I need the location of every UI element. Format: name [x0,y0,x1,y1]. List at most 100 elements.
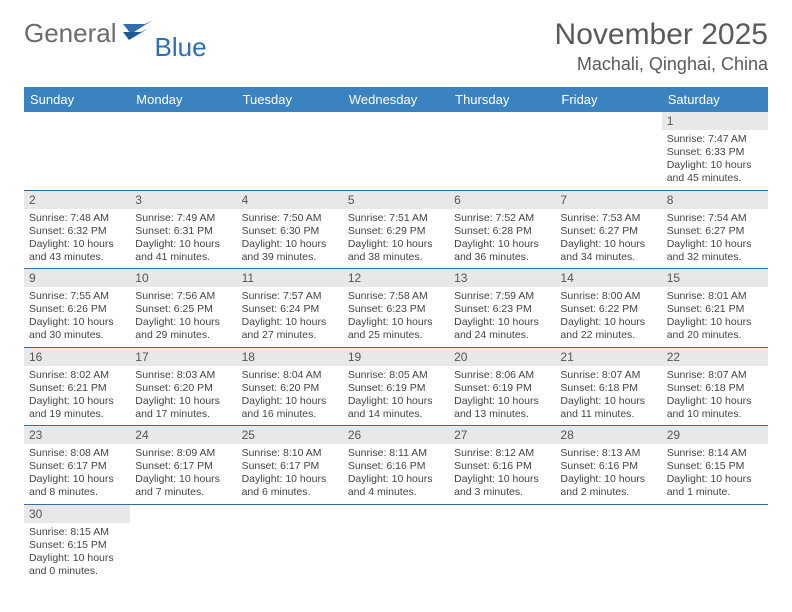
sunrise-text: Sunrise: 7:49 AM [135,212,231,225]
calendar-cell: 26Sunrise: 8:11 AMSunset: 6:16 PMDayligh… [343,426,449,505]
sunset-text: Sunset: 6:30 PM [242,225,338,238]
daylight-text: Daylight: 10 hours and 0 minutes. [29,552,125,578]
calendar-cell: 3Sunrise: 7:49 AMSunset: 6:31 PMDaylight… [130,190,236,269]
day-details: Sunrise: 8:08 AMSunset: 6:17 PMDaylight:… [24,444,130,504]
sunset-text: Sunset: 6:27 PM [560,225,656,238]
calendar-week-row: 30Sunrise: 8:15 AMSunset: 6:15 PMDayligh… [24,504,768,582]
sunset-text: Sunset: 6:27 PM [667,225,763,238]
brand-logo: General Blue [24,18,209,49]
day-details: Sunrise: 7:57 AMSunset: 6:24 PMDaylight:… [237,287,343,347]
day-details: Sunrise: 8:04 AMSunset: 6:20 PMDaylight:… [237,366,343,426]
sunset-text: Sunset: 6:20 PM [135,382,231,395]
day-details: Sunrise: 8:12 AMSunset: 6:16 PMDaylight:… [449,444,555,504]
sunrise-text: Sunrise: 8:09 AM [135,447,231,460]
sunrise-text: Sunrise: 8:04 AM [242,369,338,382]
sunset-text: Sunset: 6:21 PM [29,382,125,395]
daylight-text: Daylight: 10 hours and 16 minutes. [242,395,338,421]
sunrise-text: Sunrise: 7:59 AM [454,290,550,303]
day-number: 12 [343,269,449,287]
day-number: 29 [662,426,768,444]
sunset-text: Sunset: 6:17 PM [242,460,338,473]
calendar-cell: .. [130,112,236,190]
day-number: 26 [343,426,449,444]
sunset-text: Sunset: 6:17 PM [135,460,231,473]
sunset-text: Sunset: 6:26 PM [29,303,125,316]
day-number: 22 [662,348,768,366]
sunrise-text: Sunrise: 8:15 AM [29,526,125,539]
calendar-cell: .. [343,112,449,190]
sunset-text: Sunset: 6:29 PM [348,225,444,238]
sunrise-text: Sunrise: 8:00 AM [560,290,656,303]
day-details: Sunrise: 7:59 AMSunset: 6:23 PMDaylight:… [449,287,555,347]
day-details: Sunrise: 8:07 AMSunset: 6:18 PMDaylight:… [555,366,661,426]
sunrise-text: Sunrise: 7:51 AM [348,212,444,225]
calendar-cell: 16Sunrise: 8:02 AMSunset: 6:21 PMDayligh… [24,347,130,426]
day-details: Sunrise: 7:48 AMSunset: 6:32 PMDaylight:… [24,209,130,269]
day-number: 5 [343,191,449,209]
weekday-header: Sunday [24,87,130,112]
title-block: November 2025 Machali, Qinghai, China [555,18,768,75]
calendar-cell: 19Sunrise: 8:05 AMSunset: 6:19 PMDayligh… [343,347,449,426]
sunrise-text: Sunrise: 7:55 AM [29,290,125,303]
location: Machali, Qinghai, China [555,54,768,75]
calendar-cell: .. [237,112,343,190]
day-details: Sunrise: 8:13 AMSunset: 6:16 PMDaylight:… [555,444,661,504]
calendar-cell: 28Sunrise: 8:13 AMSunset: 6:16 PMDayligh… [555,426,661,505]
weekday-header: Wednesday [343,87,449,112]
day-details: Sunrise: 7:58 AMSunset: 6:23 PMDaylight:… [343,287,449,347]
day-details: Sunrise: 8:09 AMSunset: 6:17 PMDaylight:… [130,444,236,504]
sunrise-text: Sunrise: 8:13 AM [560,447,656,460]
day-details: Sunrise: 8:03 AMSunset: 6:20 PMDaylight:… [130,366,236,426]
daylight-text: Daylight: 10 hours and 11 minutes. [560,395,656,421]
day-number: 9 [24,269,130,287]
daylight-text: Daylight: 10 hours and 7 minutes. [135,473,231,499]
calendar-cell: 24Sunrise: 8:09 AMSunset: 6:17 PMDayligh… [130,426,236,505]
day-details: Sunrise: 8:14 AMSunset: 6:15 PMDaylight:… [662,444,768,504]
daylight-text: Daylight: 10 hours and 34 minutes. [560,238,656,264]
daylight-text: Daylight: 10 hours and 36 minutes. [454,238,550,264]
calendar-week-row: 16Sunrise: 8:02 AMSunset: 6:21 PMDayligh… [24,347,768,426]
calendar-week-row: 9 Sunrise: 7:55 AMSunset: 6:26 PMDaylight… [24,269,768,348]
daylight-text: Daylight: 10 hours and 3 minutes. [454,473,550,499]
weekday-header: Monday [130,87,236,112]
sunset-text: Sunset: 6:21 PM [667,303,763,316]
day-details: Sunrise: 8:07 AMSunset: 6:18 PMDaylight:… [662,366,768,426]
day-details: Sunrise: 8:05 AMSunset: 6:19 PMDaylight:… [343,366,449,426]
day-number: 15 [662,269,768,287]
day-number: 13 [449,269,555,287]
page-title: November 2025 [555,18,768,52]
sunrise-text: Sunrise: 8:14 AM [667,447,763,460]
sunrise-text: Sunrise: 8:10 AM [242,447,338,460]
day-number: 27 [449,426,555,444]
calendar-cell: .. [237,504,343,582]
sunset-text: Sunset: 6:16 PM [348,460,444,473]
sunset-text: Sunset: 6:25 PM [135,303,231,316]
sunrise-text: Sunrise: 7:54 AM [667,212,763,225]
daylight-text: Daylight: 10 hours and 30 minutes. [29,316,125,342]
calendar-cell: .. [662,504,768,582]
day-number: 25 [237,426,343,444]
sunrise-text: Sunrise: 7:50 AM [242,212,338,225]
calendar-cell: 14Sunrise: 8:00 AMSunset: 6:22 PMDayligh… [555,269,661,348]
day-details: Sunrise: 7:51 AMSunset: 6:29 PMDaylight:… [343,209,449,269]
calendar-cell: 2Sunrise: 7:48 AMSunset: 6:32 PMDaylight… [24,190,130,269]
sunrise-text: Sunrise: 7:57 AM [242,290,338,303]
daylight-text: Daylight: 10 hours and 14 minutes. [348,395,444,421]
daylight-text: Daylight: 10 hours and 43 minutes. [29,238,125,264]
daylight-text: Daylight: 10 hours and 41 minutes. [135,238,231,264]
weekday-header: Friday [555,87,661,112]
calendar-cell: 22Sunrise: 8:07 AMSunset: 6:18 PMDayligh… [662,347,768,426]
calendar-cell: 17Sunrise: 8:03 AMSunset: 6:20 PMDayligh… [130,347,236,426]
day-number: 20 [449,348,555,366]
calendar-cell: 21Sunrise: 8:07 AMSunset: 6:18 PMDayligh… [555,347,661,426]
calendar-cell: .. [449,504,555,582]
sunrise-text: Sunrise: 8:07 AM [667,369,763,382]
day-number: 10 [130,269,236,287]
sunrise-text: Sunrise: 7:47 AM [667,133,763,146]
day-details: Sunrise: 7:50 AMSunset: 6:30 PMDaylight:… [237,209,343,269]
calendar-cell: 18Sunrise: 8:04 AMSunset: 6:20 PMDayligh… [237,347,343,426]
header: General Blue November 2025 Machali, Qing… [24,18,768,75]
sunset-text: Sunset: 6:15 PM [667,460,763,473]
day-number: 7 [555,191,661,209]
calendar-week-row: ............1Sunrise: 7:47 AMSunset: 6:3… [24,112,768,190]
